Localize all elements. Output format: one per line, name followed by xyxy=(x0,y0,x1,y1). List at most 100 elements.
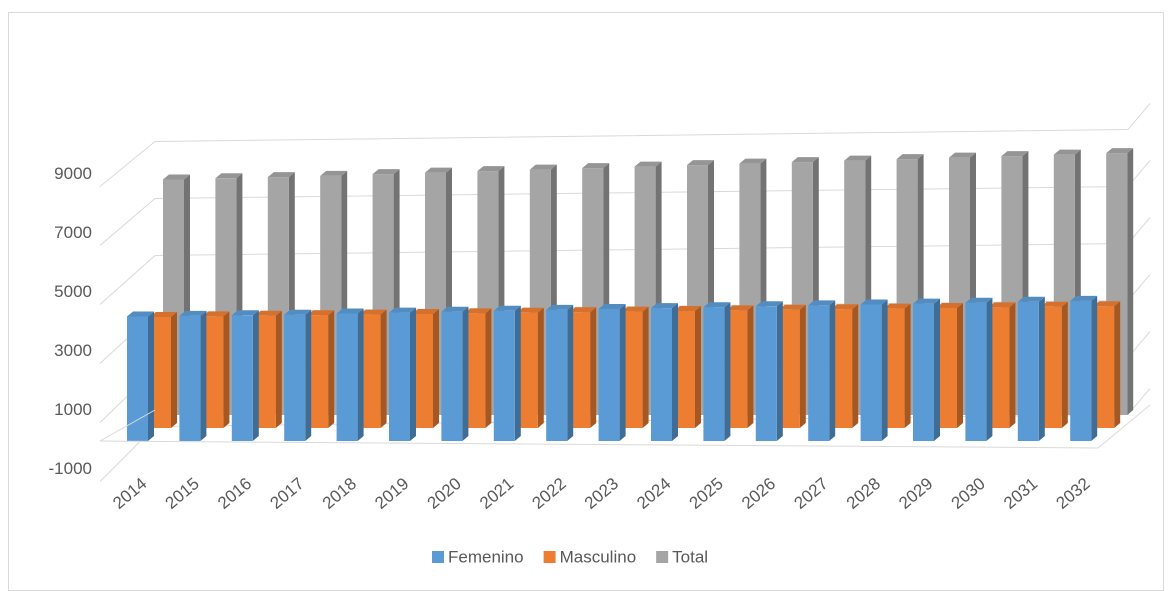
bar-face xyxy=(275,310,282,428)
bar-face xyxy=(1091,295,1098,441)
bar xyxy=(831,304,859,428)
bar-face xyxy=(462,306,469,441)
bar-face xyxy=(755,301,783,307)
y-tick-label: 7000 xyxy=(54,223,92,242)
bar xyxy=(254,310,282,428)
bar-face xyxy=(651,308,672,441)
bar-face xyxy=(755,306,777,441)
floor-edge xyxy=(1097,404,1151,449)
bar-face xyxy=(267,172,295,178)
bar-face xyxy=(516,312,538,428)
bar-face xyxy=(1127,148,1134,415)
bar xyxy=(621,306,649,428)
bar-face xyxy=(726,310,748,428)
bar-face xyxy=(913,298,940,304)
bar-face xyxy=(949,152,976,158)
bar-face xyxy=(965,297,993,303)
bar-face xyxy=(441,306,469,312)
bar-face xyxy=(896,154,924,160)
bar-face xyxy=(988,302,1016,308)
bar-face xyxy=(1001,151,1029,157)
bar-face xyxy=(965,302,987,441)
bar-face xyxy=(1040,301,1068,307)
bar-face xyxy=(799,304,806,428)
bar-face xyxy=(860,304,882,441)
bar xyxy=(179,310,207,441)
bar-face xyxy=(695,306,701,428)
bar-face xyxy=(621,311,643,428)
bar-face xyxy=(200,310,207,441)
bar-face xyxy=(672,303,678,441)
bar-face xyxy=(881,299,888,441)
bar-face xyxy=(231,315,253,441)
bar xyxy=(464,308,492,428)
bar-face xyxy=(485,308,492,428)
legend-label: Masculino xyxy=(560,547,637,566)
bar xyxy=(150,312,177,428)
bar-face xyxy=(1017,301,1039,441)
bar-face xyxy=(1093,301,1121,307)
bar-face xyxy=(410,307,416,441)
bar-face xyxy=(529,164,557,170)
bar xyxy=(412,309,439,428)
floor-edge xyxy=(99,409,156,442)
bar-face xyxy=(516,307,544,313)
bar-face xyxy=(829,300,836,441)
y-tick-label: 9000 xyxy=(54,164,92,183)
bar-face xyxy=(582,163,610,169)
bar xyxy=(336,308,364,441)
bar-face xyxy=(1038,296,1045,441)
bar-face xyxy=(1061,301,1068,428)
bar-face xyxy=(284,309,312,315)
bar-face xyxy=(307,315,329,428)
bar-face xyxy=(883,303,911,309)
bar-face xyxy=(389,307,416,313)
bar-face xyxy=(619,304,626,441)
bar-face xyxy=(412,309,439,314)
bar xyxy=(202,311,230,428)
bar-face xyxy=(336,313,358,441)
bar xyxy=(359,309,387,428)
bar xyxy=(598,304,626,441)
bar-face xyxy=(336,308,364,314)
bar-face xyxy=(359,309,387,315)
bar-face xyxy=(493,305,521,311)
bar-face xyxy=(252,310,259,441)
bar-face xyxy=(215,173,243,179)
bar xyxy=(127,311,154,441)
bar-face xyxy=(831,309,853,428)
bar-face xyxy=(148,311,154,441)
bar-face xyxy=(202,311,230,317)
bar-face xyxy=(674,311,695,428)
bar-face xyxy=(703,302,731,308)
bar-face xyxy=(441,311,463,441)
bar-face xyxy=(305,309,312,441)
bar-face xyxy=(724,302,731,441)
bar-face xyxy=(1040,306,1062,428)
bar-face xyxy=(357,308,364,441)
bar-face xyxy=(179,310,207,316)
bar-face xyxy=(150,312,177,317)
bar xyxy=(883,303,911,428)
legend-swatch xyxy=(543,551,556,563)
bar xyxy=(546,304,574,441)
bar-face xyxy=(320,170,348,176)
bar-face xyxy=(808,300,836,306)
bar xyxy=(726,305,754,428)
bar xyxy=(1040,301,1068,428)
bar-face xyxy=(1017,296,1045,302)
bar-face xyxy=(546,304,574,310)
bar xyxy=(965,297,993,441)
bar-face xyxy=(634,161,662,167)
bar-face xyxy=(380,309,387,428)
bar-face xyxy=(936,303,963,308)
bar xyxy=(703,302,731,441)
bar-face xyxy=(703,307,725,441)
bar xyxy=(284,309,312,441)
bar-face xyxy=(202,316,224,428)
bar xyxy=(1093,301,1121,428)
bar-face xyxy=(372,169,400,175)
bar xyxy=(988,302,1016,428)
legend-swatch xyxy=(656,551,669,563)
